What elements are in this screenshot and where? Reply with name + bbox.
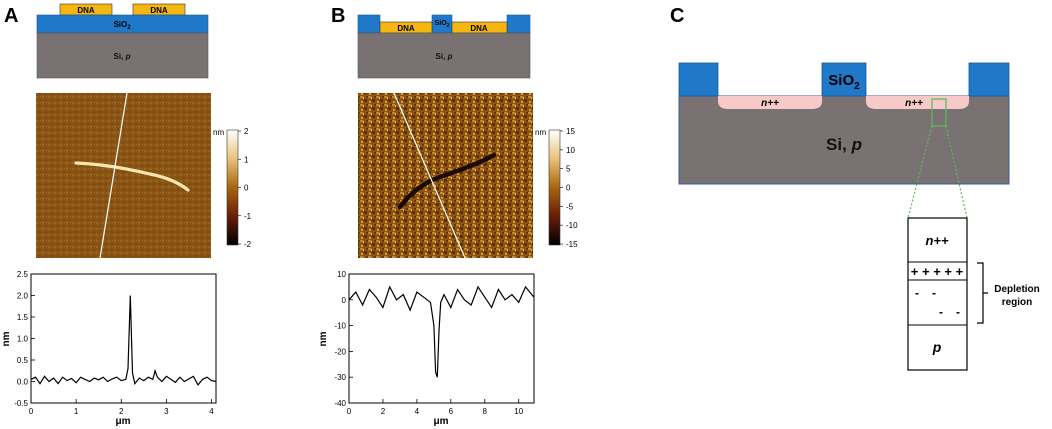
dna-strand-a	[74, 161, 190, 192]
colorbar-ticks-a: 2 1 0 -1 -2	[238, 127, 252, 249]
colorbar-tick-label: 2	[244, 127, 249, 136]
device-cross-section-c: SiO2 n++ n++ Si, p	[678, 62, 1010, 219]
afm-image-a	[36, 92, 211, 259]
x-tick-label: 2	[119, 407, 124, 416]
n-label-right-c: n++	[905, 98, 923, 109]
x-tick-label: 0	[347, 407, 352, 416]
zoom-p-label: p	[932, 339, 942, 355]
si-substrate-c	[678, 95, 1010, 185]
ylabel-b: nm	[318, 331, 329, 346]
xlabel-b: μm	[433, 416, 448, 427]
colorbar-unit-a: nm	[213, 128, 224, 137]
colorbar-tick-label: -2	[244, 240, 252, 249]
panel-letter-b: B	[331, 5, 345, 27]
sio2-label-b: SiO2	[435, 20, 450, 29]
dna-label-left-a: DNA	[77, 6, 95, 15]
afm-image-b	[358, 92, 533, 259]
y-tick-label: -20	[334, 347, 346, 356]
scan-line-b	[393, 92, 466, 259]
zoom-n-label: n++	[925, 233, 949, 248]
y-tick-label: 0.5	[17, 356, 29, 365]
colorbar-tick-label: 10	[566, 146, 575, 155]
colorbar-tick-label: -5	[566, 202, 574, 211]
zoom-indicator-box	[931, 98, 947, 127]
si-label-a: Si, p	[114, 52, 131, 61]
colorbar-tick-label: 15	[566, 127, 575, 136]
y-tick-label: -0.5	[14, 399, 28, 408]
zoom-minus-3: -	[939, 305, 943, 319]
ylabel-a: nm	[1, 331, 12, 346]
si-substrate-a	[36, 32, 209, 79]
colorbar-ticks-b: 15 10 5 0 -5 -10 -15	[560, 127, 578, 249]
colorbar-tick-label: 1	[244, 155, 249, 164]
colorbar-tick-label: -15	[566, 240, 578, 249]
sio2-right-c	[968, 62, 1010, 97]
y-tick-label: -10	[334, 322, 346, 331]
y-tick-label: 0	[342, 296, 347, 305]
y-tick-label: 1.5	[17, 313, 29, 322]
colorbar-unit-b: nm	[535, 128, 546, 137]
sio2-left-c	[678, 62, 719, 97]
y-tick-label: 1.0	[17, 335, 29, 344]
colorbar-a: nm 2 1 0 -1 -2	[213, 127, 252, 249]
x-tick-label: 6	[449, 407, 454, 416]
zoom-minus-2: -	[932, 286, 936, 300]
colorbar-tick-label: -1	[244, 212, 252, 221]
y-tick-label: 0.0	[17, 378, 29, 387]
colorbar-b: nm 15 10 5 0 -5 -10 -15	[535, 127, 578, 249]
n-doped-region-left	[718, 96, 822, 109]
schematic-b: SiO2 DNA DNA Si, p	[357, 14, 531, 79]
zoom-minus-4: -	[956, 305, 960, 319]
x-tick-label: 3	[164, 407, 169, 416]
si-substrate-b	[357, 32, 531, 79]
profile-line-b	[348, 285, 535, 378]
junction-zoom-c: n++ + + + + + - - - - p	[907, 217, 968, 371]
x-tick-label: 4	[209, 407, 214, 416]
n-label-left-c: n++	[761, 98, 779, 109]
colorbar-tick-label: 0	[244, 184, 249, 193]
y-tick-label: -40	[334, 399, 346, 408]
sio2-left-b	[357, 14, 381, 34]
colorbar-tick-label: 0	[566, 184, 571, 193]
dna-strand-b	[397, 152, 497, 210]
y-tick-label: 2.0	[17, 292, 29, 301]
sio2-right-b	[506, 14, 531, 34]
depletion-label-line1: Depletion	[994, 284, 1040, 295]
xlabel-a: μm	[115, 416, 130, 427]
y-tick-label: 10	[337, 270, 346, 279]
dna-label-right-b: DNA	[470, 24, 488, 33]
schematic-a: DNA DNA SiO2 Si, p	[36, 3, 209, 79]
dna-label-left-b: DNA	[397, 24, 415, 33]
depletion-label-line2: region	[1002, 297, 1033, 308]
y-tick-label: -30	[334, 373, 346, 382]
depletion-bracket: Depletion region	[977, 262, 1040, 324]
dna-label-right-a: DNA	[150, 6, 168, 15]
x-tick-label: 8	[483, 407, 488, 416]
sio2-label-c: SiO2	[828, 72, 860, 92]
profile-line-a	[30, 295, 217, 386]
x-tick-label: 4	[415, 407, 420, 416]
zoom-plus-signs: + + + + +	[911, 264, 964, 279]
si-label-c: Si, p	[826, 135, 862, 154]
panel-letter-a: A	[4, 5, 18, 27]
x-tick-label: 2	[381, 407, 386, 416]
sio2-label-a: SiO2	[113, 20, 131, 31]
sio2-mid-c	[821, 62, 867, 97]
si-label-b: Si, p	[436, 52, 453, 61]
panel-letter-c: C	[670, 5, 684, 27]
x-tick-label: 10	[514, 407, 523, 416]
y-tick-label: 2.5	[17, 270, 29, 279]
profile-chart-a: 0 1 2 3 4 -0.5 0.0 0.5 1.0 1.5 2.0 2.5 μm nm	[1, 270, 217, 427]
x-tick-label: 1	[74, 407, 79, 416]
profile-chart-b: 0 2 4 6 8 10 -40 -30 -20 -10 0 10 μm nm	[318, 270, 535, 427]
zoom-minus-1: -	[915, 286, 919, 300]
scan-line-a	[99, 92, 128, 259]
colorbar-tick-label: -10	[566, 221, 578, 230]
colorbar-tick-label: 5	[566, 165, 571, 174]
x-tick-label: 0	[29, 407, 34, 416]
